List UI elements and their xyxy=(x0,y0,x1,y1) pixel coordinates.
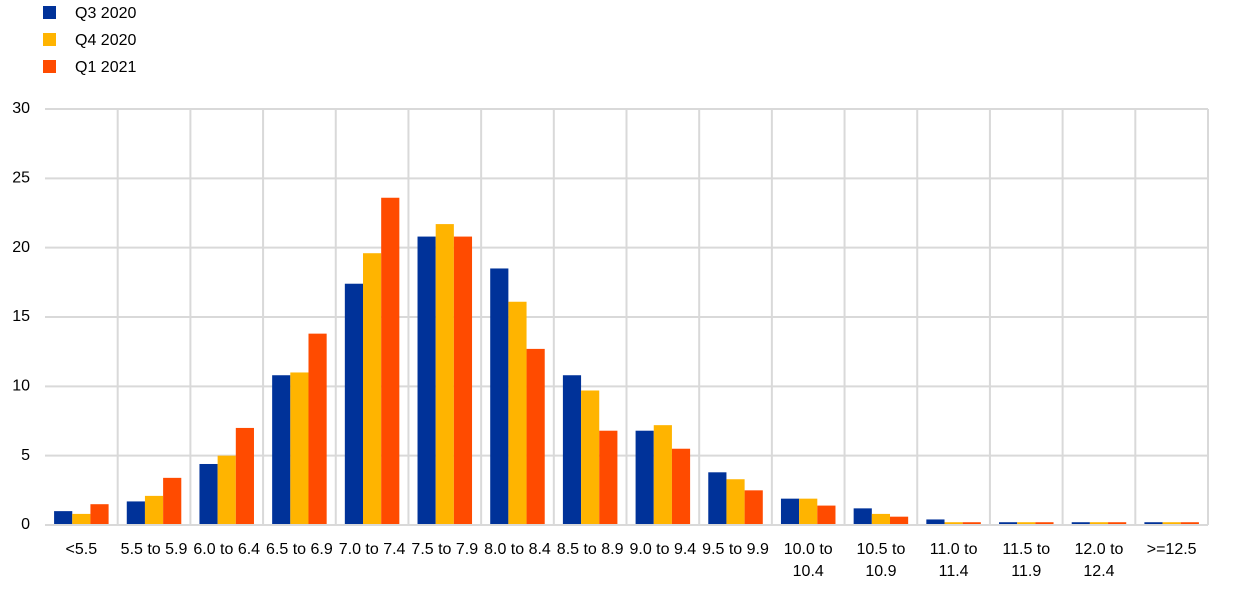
x-tick-label: 10.0 to 10.4 xyxy=(783,541,833,580)
x-tick-label: 5.5 to 5.9 xyxy=(120,541,188,558)
legend-swatch xyxy=(43,33,56,46)
bar xyxy=(1180,522,1199,525)
bar xyxy=(490,268,509,525)
bar xyxy=(1071,522,1090,525)
bar xyxy=(235,427,254,525)
bar xyxy=(508,301,527,525)
x-tick-label: >=12.5 xyxy=(1146,541,1197,558)
x-tick-label: 6.5 to 6.9 xyxy=(266,541,333,558)
bar xyxy=(853,508,872,525)
y-tick-label: 10 xyxy=(12,378,30,395)
bar xyxy=(1017,522,1036,525)
bar xyxy=(199,463,218,525)
bar xyxy=(926,519,945,525)
y-tick-label: 20 xyxy=(12,239,30,256)
legend-label: Q3 2020 xyxy=(75,5,136,22)
y-tick-label: 25 xyxy=(12,170,30,187)
x-tick-label: 11.5 to 11.9 xyxy=(1002,541,1051,580)
bar xyxy=(744,490,763,525)
bar xyxy=(290,372,309,525)
bar xyxy=(1108,522,1127,525)
bar xyxy=(217,455,236,525)
bar xyxy=(308,333,327,525)
bar xyxy=(90,504,109,525)
y-tick-label: 5 xyxy=(21,447,30,464)
x-tick-label: 10.5 to 10.9 xyxy=(856,541,906,580)
bar xyxy=(272,375,291,525)
bar xyxy=(72,513,91,525)
x-tick-label: 7.0 to 7.4 xyxy=(338,541,406,558)
x-tick-label: 9.5 to 9.9 xyxy=(702,541,769,558)
x-tick-label: 7.5 to 7.9 xyxy=(411,541,479,558)
bar xyxy=(126,501,145,525)
bar xyxy=(889,516,909,525)
bar xyxy=(54,511,73,525)
bar xyxy=(453,236,473,525)
x-tick-label: 8.5 to 8.9 xyxy=(556,541,624,558)
x-tick-label: 8.0 to 8.4 xyxy=(484,541,551,558)
bar xyxy=(708,472,727,525)
bar xyxy=(562,375,582,525)
y-tick-label: 15 xyxy=(12,308,30,325)
bar xyxy=(799,498,818,525)
bar xyxy=(962,522,981,525)
bar xyxy=(1162,522,1181,525)
bar xyxy=(381,197,400,525)
legend-label: Q1 2021 xyxy=(75,59,136,76)
bar xyxy=(671,448,691,525)
legend-label: Q4 2020 xyxy=(75,32,136,49)
bar xyxy=(1144,522,1163,525)
bar xyxy=(780,498,800,525)
bar xyxy=(599,430,618,525)
bar xyxy=(417,236,436,525)
y-tick-label: 30 xyxy=(12,100,30,117)
x-tick-label: 9.0 to 9.4 xyxy=(629,541,697,558)
bar xyxy=(581,390,600,525)
bar xyxy=(726,479,745,525)
bar xyxy=(163,477,182,525)
bar xyxy=(871,513,890,525)
x-tick-label: 12.0 to 12.4 xyxy=(1074,541,1124,580)
legend-swatch xyxy=(43,60,56,73)
y-tick-label: 0 xyxy=(21,516,30,533)
bar xyxy=(344,283,364,525)
bar xyxy=(1089,522,1109,525)
x-tick-label: 6.0 to 6.4 xyxy=(193,541,261,558)
bar xyxy=(1035,522,1054,525)
bar xyxy=(635,430,654,525)
bar xyxy=(526,348,545,525)
bar xyxy=(944,522,963,525)
bar xyxy=(363,253,382,526)
bar xyxy=(653,425,672,525)
bar xyxy=(817,505,836,525)
x-tick-label: <5.5 xyxy=(65,541,98,558)
bar xyxy=(999,522,1018,525)
bar xyxy=(435,224,454,526)
x-tick-label: 11.0 to 11.4 xyxy=(929,541,978,580)
bar xyxy=(144,495,164,525)
legend-swatch xyxy=(43,6,56,19)
